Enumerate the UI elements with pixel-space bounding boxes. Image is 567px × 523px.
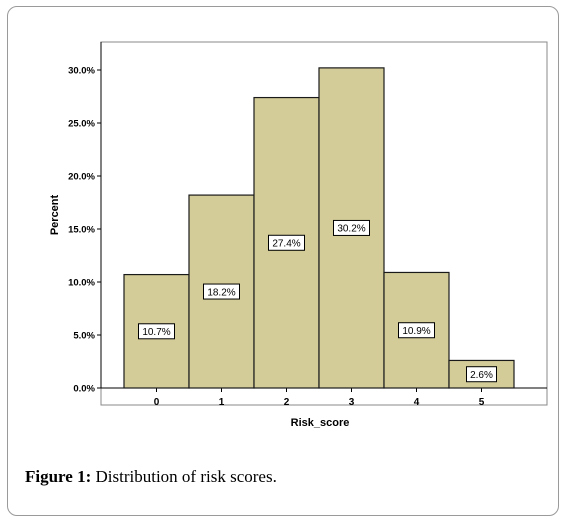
y-tick-label: 20.0% xyxy=(68,172,95,183)
caption-label: Figure 1: xyxy=(25,467,92,486)
x-axis-title: Risk_score xyxy=(291,417,350,429)
bar xyxy=(448,359,515,389)
y-axis-title: Percent xyxy=(49,194,61,235)
data-label: 30.2% xyxy=(337,224,365,235)
x-tick-label: 1 xyxy=(219,397,225,408)
data-label: 10.7% xyxy=(142,327,170,338)
y-tick-label: 0.0% xyxy=(73,384,95,395)
y-tick-label: 30.0% xyxy=(68,66,95,77)
data-labels: 10.7% 18.2% 27.4% 30.2% 10.9% 2.6% xyxy=(138,219,497,383)
data-label-box xyxy=(268,234,305,251)
y-tick-label: 10.0% xyxy=(68,278,95,289)
bars xyxy=(123,67,515,389)
data-label: 27.4% xyxy=(272,239,300,250)
figure-caption: Figure 1: Distribution of risk scores. xyxy=(25,467,277,487)
y-tick-label: 25.0% xyxy=(68,119,95,130)
y-tick-label: 15.0% xyxy=(68,225,95,236)
data-label-box xyxy=(333,219,370,236)
x-tick-label: 0 xyxy=(154,397,160,408)
y-axis: 0.0% 5.0% 10.0% 15.0% 20.0% 25.0% 30.0% xyxy=(68,42,102,395)
data-label: 10.9% xyxy=(402,326,430,337)
x-tick-label: 5 xyxy=(479,397,485,408)
data-label-box xyxy=(398,322,435,339)
bar-chart: 0.0% 5.0% 10.0% 15.0% 20.0% 25.0% 30.0% 0 1 2 3 4 5… xyxy=(49,41,548,429)
data-label-box xyxy=(203,283,240,300)
data-label-box xyxy=(466,366,497,383)
x-tick-label: 2 xyxy=(284,397,290,408)
data-label: 2.6% xyxy=(470,370,493,381)
x-tick-label: 4 xyxy=(414,397,420,408)
caption-text: Distribution of risk scores. xyxy=(91,467,277,486)
y-tick-label: 5.0% xyxy=(73,331,95,342)
data-label: 18.2% xyxy=(207,287,235,298)
data-label-box xyxy=(138,323,175,340)
x-tick-label: 3 xyxy=(349,397,355,408)
